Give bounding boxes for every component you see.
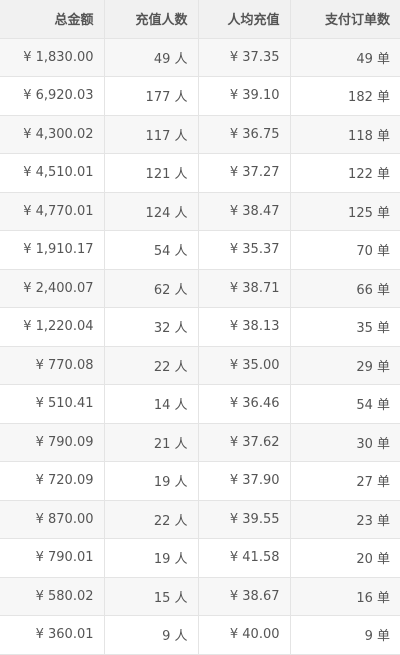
table-row: ¥ 1,220.04 32 人 ¥ 38.13 35 单	[0, 307, 400, 347]
cell-paid-orders: 29 单	[290, 346, 400, 385]
table-row: ¥ 4,510.01 121 人 ¥ 37.27 122 单	[0, 153, 400, 193]
cell-paid-orders: 27 单	[290, 461, 400, 501]
cell-total-amount: ¥ 4,510.01	[0, 153, 105, 193]
column-header-avg-recharge[interactable]: 人均充值	[198, 0, 291, 39]
table-row: ¥ 4,770.01 124 人 ¥ 38.47 125 单	[0, 192, 400, 231]
cell-paid-orders: 49 单	[290, 38, 400, 77]
table-row: ¥ 2,400.07 62 人 ¥ 38.71 66 单	[0, 269, 400, 308]
cell-paid-orders: 125 单	[290, 192, 400, 231]
table-row: ¥ 360.01 9 人 ¥ 40.00 9 单	[0, 615, 400, 655]
cell-paid-orders: 20 单	[290, 538, 400, 578]
cell-avg-recharge: ¥ 37.27	[198, 153, 291, 193]
table-row: ¥ 1,830.00 49 人 ¥ 37.35 49 单	[0, 38, 400, 77]
cell-recharge-users: 121 人	[104, 153, 199, 193]
cell-total-amount: ¥ 1,220.04	[0, 307, 105, 347]
cell-total-amount: ¥ 360.01	[0, 615, 105, 655]
column-header-paid-orders[interactable]: 支付订单数	[290, 0, 400, 39]
cell-recharge-users: 22 人	[104, 346, 199, 385]
cell-paid-orders: 182 单	[290, 76, 400, 116]
cell-avg-recharge: ¥ 38.13	[198, 307, 291, 347]
cell-paid-orders: 66 单	[290, 269, 400, 308]
cell-total-amount: ¥ 1,910.17	[0, 230, 105, 270]
cell-avg-recharge: ¥ 41.58	[198, 538, 291, 578]
cell-paid-orders: 54 单	[290, 384, 400, 424]
cell-recharge-users: 32 人	[104, 307, 199, 347]
cell-avg-recharge: ¥ 37.35	[198, 38, 291, 77]
table-row: ¥ 770.08 22 人 ¥ 35.00 29 单	[0, 346, 400, 385]
table-row: ¥ 720.09 19 人 ¥ 37.90 27 单	[0, 461, 400, 501]
cell-avg-recharge: ¥ 37.90	[198, 461, 291, 501]
cell-total-amount: ¥ 580.02	[0, 577, 105, 616]
cell-total-amount: ¥ 4,770.01	[0, 192, 105, 231]
cell-avg-recharge: ¥ 40.00	[198, 615, 291, 655]
cell-total-amount: ¥ 870.00	[0, 500, 105, 539]
cell-recharge-users: 19 人	[104, 461, 199, 501]
cell-recharge-users: 22 人	[104, 500, 199, 539]
cell-avg-recharge: ¥ 39.10	[198, 76, 291, 116]
column-header-total-amount[interactable]: 总金额	[0, 0, 105, 39]
cell-paid-orders: 16 单	[290, 577, 400, 616]
cell-avg-recharge: ¥ 38.71	[198, 269, 291, 308]
table-row: ¥ 1,910.17 54 人 ¥ 35.37 70 单	[0, 230, 400, 270]
cell-paid-orders: 35 单	[290, 307, 400, 347]
cell-recharge-users: 62 人	[104, 269, 199, 308]
cell-avg-recharge: ¥ 38.47	[198, 192, 291, 231]
cell-recharge-users: 14 人	[104, 384, 199, 424]
cell-avg-recharge: ¥ 39.55	[198, 500, 291, 539]
cell-total-amount: ¥ 2,400.07	[0, 269, 105, 308]
table-row: ¥ 4,300.02 117 人 ¥ 36.75 118 单	[0, 115, 400, 154]
cell-recharge-users: 19 人	[104, 538, 199, 578]
cell-total-amount: ¥ 510.41	[0, 384, 105, 424]
cell-avg-recharge: ¥ 36.46	[198, 384, 291, 424]
cell-total-amount: ¥ 720.09	[0, 461, 105, 501]
cell-recharge-users: 49 人	[104, 38, 199, 77]
table-row: ¥ 870.00 22 人 ¥ 39.55 23 单	[0, 500, 400, 539]
cell-avg-recharge: ¥ 37.62	[198, 423, 291, 462]
table-body: ¥ 1,830.00 49 人 ¥ 37.35 49 单 ¥ 6,920.03 177 人…	[0, 38, 400, 655]
cell-total-amount: ¥ 1,830.00	[0, 38, 105, 77]
cell-avg-recharge: ¥ 35.37	[198, 230, 291, 270]
cell-total-amount: ¥ 790.01	[0, 538, 105, 578]
cell-avg-recharge: ¥ 35.00	[198, 346, 291, 385]
cell-recharge-users: 117 人	[104, 115, 199, 154]
cell-total-amount: ¥ 6,920.03	[0, 76, 105, 116]
cell-total-amount: ¥ 4,300.02	[0, 115, 105, 154]
column-header-recharge-users[interactable]: 充值人数	[104, 0, 199, 39]
cell-paid-orders: 118 单	[290, 115, 400, 154]
table-row: ¥ 790.09 21 人 ¥ 37.62 30 单	[0, 423, 400, 462]
cell-paid-orders: 122 单	[290, 153, 400, 193]
header-row: 总金额 充值人数 人均充值 支付订单数	[0, 0, 400, 39]
cell-paid-orders: 23 单	[290, 500, 400, 539]
cell-avg-recharge: ¥ 38.67	[198, 577, 291, 616]
cell-recharge-users: 54 人	[104, 230, 199, 270]
table-header: 总金额 充值人数 人均充值 支付订单数	[0, 0, 400, 39]
cell-recharge-users: 124 人	[104, 192, 199, 231]
cell-total-amount: ¥ 790.09	[0, 423, 105, 462]
cell-avg-recharge: ¥ 36.75	[198, 115, 291, 154]
cell-recharge-users: 177 人	[104, 76, 199, 116]
table-row: ¥ 6,920.03 177 人 ¥ 39.10 182 单	[0, 76, 400, 116]
cell-total-amount: ¥ 770.08	[0, 346, 105, 385]
cell-recharge-users: 15 人	[104, 577, 199, 616]
cell-paid-orders: 9 单	[290, 615, 400, 655]
cell-recharge-users: 9 人	[104, 615, 199, 655]
cell-paid-orders: 70 单	[290, 230, 400, 270]
table-row: ¥ 580.02 15 人 ¥ 38.67 16 单	[0, 577, 400, 616]
table-row: ¥ 790.01 19 人 ¥ 41.58 20 单	[0, 538, 400, 578]
table-row: ¥ 510.41 14 人 ¥ 36.46 54 单	[0, 384, 400, 424]
cell-paid-orders: 30 单	[290, 423, 400, 462]
cell-recharge-users: 21 人	[104, 423, 199, 462]
